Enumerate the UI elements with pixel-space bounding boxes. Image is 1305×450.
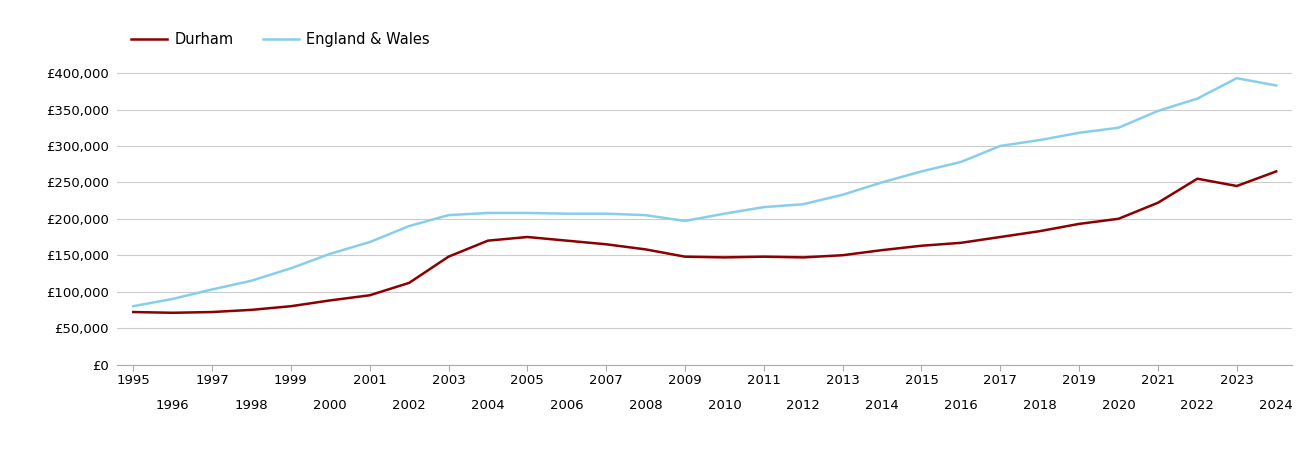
Durham (164, 310, 180, 315)
England & Wales (953, 159, 968, 165)
Durham (283, 303, 299, 309)
Durham (953, 240, 968, 246)
England & Wales (361, 239, 377, 245)
Durham (874, 248, 890, 253)
Durham (638, 247, 654, 252)
England & Wales (1190, 96, 1206, 101)
Line: Durham: Durham (133, 171, 1276, 313)
England & Wales (559, 211, 574, 216)
Durham (480, 238, 496, 243)
Durham (401, 280, 416, 286)
Durham (1150, 200, 1165, 206)
England & Wales (1229, 76, 1245, 81)
England & Wales (125, 303, 141, 309)
England & Wales (164, 296, 180, 302)
Durham (677, 254, 693, 259)
England & Wales (283, 266, 299, 271)
England & Wales (716, 211, 732, 216)
Durham (361, 292, 377, 298)
Durham (716, 255, 732, 260)
Durham (835, 252, 851, 258)
England & Wales (519, 210, 535, 216)
Durham (1229, 183, 1245, 189)
England & Wales (638, 212, 654, 218)
England & Wales (441, 212, 457, 218)
Durham (322, 298, 338, 303)
England & Wales (993, 143, 1009, 148)
Durham (796, 255, 812, 260)
Durham (598, 242, 613, 247)
England & Wales (244, 278, 260, 284)
England & Wales (1071, 130, 1087, 135)
Durham (913, 243, 929, 248)
England & Wales (874, 180, 890, 185)
Line: England & Wales: England & Wales (133, 78, 1276, 306)
England & Wales (1150, 108, 1165, 114)
Durham (756, 254, 771, 259)
England & Wales (401, 223, 416, 229)
Durham (1111, 216, 1126, 221)
Durham (125, 309, 141, 315)
England & Wales (756, 204, 771, 210)
Durham (244, 307, 260, 313)
England & Wales (1032, 137, 1048, 143)
Durham (1268, 169, 1284, 174)
England & Wales (796, 202, 812, 207)
Durham (204, 309, 219, 315)
England & Wales (204, 287, 219, 292)
England & Wales (598, 211, 613, 216)
Durham (559, 238, 574, 243)
England & Wales (322, 251, 338, 256)
Durham (1190, 176, 1206, 181)
England & Wales (1111, 125, 1126, 130)
Durham (519, 234, 535, 240)
Durham (441, 254, 457, 259)
Durham (993, 234, 1009, 240)
Durham (1071, 221, 1087, 227)
England & Wales (677, 218, 693, 224)
England & Wales (835, 192, 851, 198)
Legend: Durham, England & Wales: Durham, England & Wales (125, 26, 436, 53)
England & Wales (913, 169, 929, 174)
England & Wales (1268, 83, 1284, 88)
Durham (1032, 229, 1048, 234)
England & Wales (480, 210, 496, 216)
